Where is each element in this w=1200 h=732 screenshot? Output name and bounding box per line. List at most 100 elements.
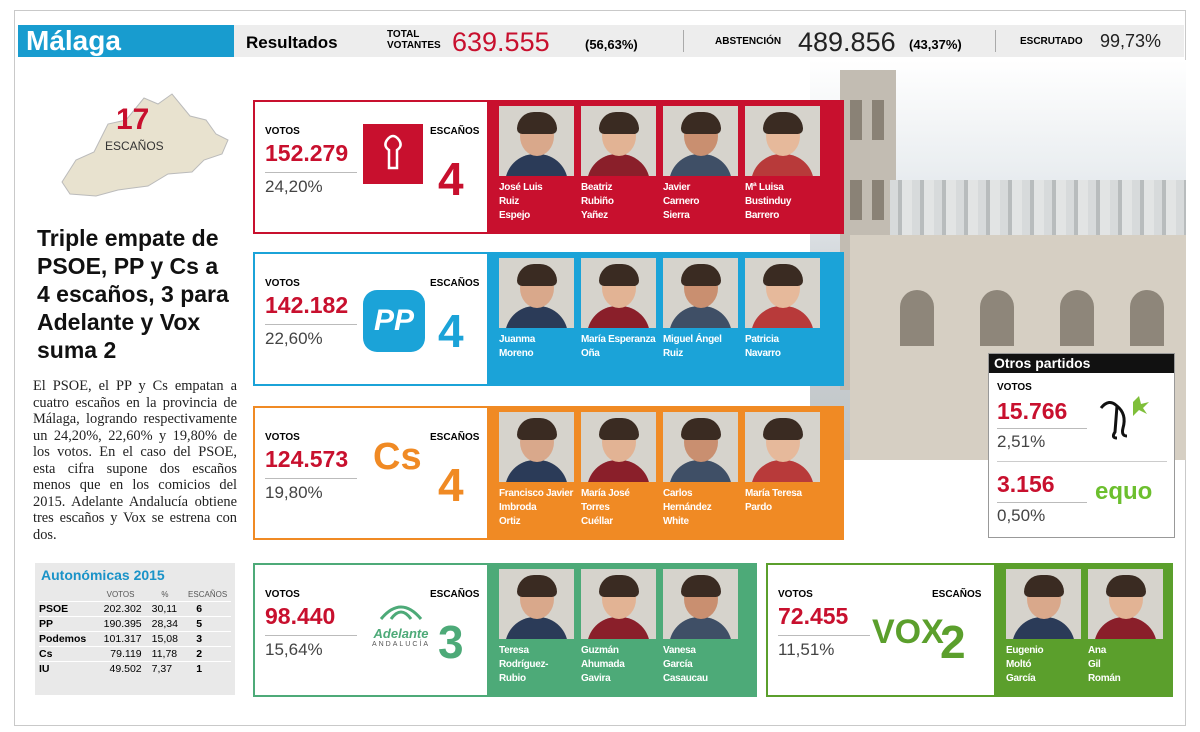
candidate: Carlos Hernández White — [663, 412, 738, 529]
total-voters-label: TOTAL VOTANTES — [387, 29, 441, 51]
equo-logo: equo — [1095, 478, 1153, 505]
party-seats: 2 — [940, 616, 966, 668]
total-voters-pct: (56,63%) — [585, 37, 638, 52]
other-parties-panel: Otros partidos VOTOS 15.766 2,51% 3.156 … — [988, 353, 1175, 538]
candidate: Miguel Ángel Ruiz — [663, 258, 738, 361]
seats-label: ESCAÑOS — [932, 589, 982, 600]
adelante-logo: Adelante ANDALUCÍA — [361, 601, 441, 648]
candidate: Beatriz Rubiño Yañez — [581, 106, 656, 223]
candidate-photo — [1006, 569, 1081, 639]
table-row: PSOE 202.302 30,11 6 — [39, 600, 231, 616]
candidate-photo — [745, 258, 820, 328]
candidate-photo — [499, 106, 574, 176]
party-pct: 11,51% — [778, 640, 835, 659]
candidate-name: María Teresa Pardo — [745, 488, 802, 513]
equo-pct: 0,50% — [997, 506, 1046, 525]
scrutiny-label: ESCRUTADO — [1020, 36, 1083, 47]
votes-label: VOTOS — [997, 382, 1032, 393]
candidate-name: Teresa Rodríguez- Rubio — [499, 645, 549, 684]
candidate-name: Vanesa García Casaucau — [663, 645, 708, 684]
pp-logo: PP — [363, 290, 425, 352]
candidate-photo — [499, 569, 574, 639]
party-pct: 19,80% — [265, 483, 323, 502]
pacma-pct: 2,51% — [997, 432, 1046, 451]
party-seats: 4 — [438, 305, 464, 357]
candidate-photo — [663, 412, 738, 482]
party-pct: 24,20% — [265, 177, 323, 196]
seats-label: ESCAÑOS — [430, 589, 480, 600]
headline: Triple empate de PSOE, PP y Cs a 4 escañ… — [37, 225, 229, 363]
candidate-name: Patricia Navarro — [745, 334, 781, 359]
seats-label: ESCAÑOS — [430, 432, 480, 443]
table-row: IU 49.502 7,37 1 — [39, 660, 231, 676]
divider — [995, 30, 996, 52]
candidate-name: José Luis Ruiz Espejo — [499, 182, 543, 221]
candidate-photo — [499, 412, 574, 482]
total-seats-label: ESCAÑOS — [105, 139, 164, 153]
candidate-name: Eugenio Moltó García — [1006, 645, 1044, 684]
votes-label: VOTOS — [265, 589, 300, 600]
vox-candidates: Eugenio Moltó García Ana Gil Román — [996, 563, 1173, 697]
autonomicas-2015-table: Autonómicas 2015 VOTOS% ESCAÑOS PSOE 202.3… — [35, 563, 235, 695]
candidate-photo — [663, 106, 738, 176]
col-pct: % — [161, 590, 169, 600]
party-box-adelante: VOTOS 98.440 15,64% ESCAÑOS 3 Adelante AND… — [253, 563, 489, 697]
votes-label: VOTOS — [265, 126, 300, 137]
col-votes: VOTOS — [106, 590, 135, 600]
seats-label: ESCAÑOS — [430, 278, 480, 289]
party-seats: 4 — [438, 459, 464, 511]
candidate: María José Torres Cuéllar — [581, 412, 656, 529]
cs-logo: Cs — [373, 436, 422, 478]
malaga-province-map — [61, 93, 229, 197]
candidate: Ana Gil Román — [1088, 569, 1163, 686]
candidate: Juanma Moreno — [499, 258, 574, 361]
article-body: El PSOE, el PP y Cs empatan a cuatro esc… — [33, 378, 237, 543]
party-votes: 142.182 — [265, 292, 349, 318]
candidate-name: Mª Luisa Bustinduy Barrero — [745, 182, 792, 221]
candidate-name: Carlos Hernández White — [663, 488, 712, 527]
scrutiny-value: 99,73% — [1100, 31, 1162, 51]
cs-candidates: Francisco Javier Imbroda Ortiz María José To… — [489, 406, 844, 540]
candidate-photo — [499, 258, 574, 328]
adelante-arc-icon — [379, 605, 423, 620]
party-votes: 152.279 — [265, 140, 349, 166]
candidate: Javier Carnero Sierra — [663, 106, 738, 223]
candidate-photo — [581, 569, 656, 639]
party-box-cs: VOTOS 124.573 19,80% ESCAÑOS 4 Cs — [253, 406, 489, 540]
candidate-name: Miguel Ángel Ruiz — [663, 334, 722, 359]
equo-votes: 3.156 — [997, 471, 1055, 497]
candidate-name: Juanma Moreno — [499, 334, 535, 359]
seats-label: ESCAÑOS — [430, 126, 480, 137]
other-parties-title: Otros partidos — [989, 354, 1174, 373]
votes-label: VOTOS — [265, 278, 300, 289]
psoe-candidates: José Luis Ruiz Espejo Beatriz Rubiño Yañez Jav… — [489, 100, 844, 234]
table-row: PP 190.395 28,34 5 — [39, 615, 231, 631]
divider — [683, 30, 684, 52]
votes-label: VOTOS — [778, 589, 813, 600]
party-box-psoe: VOTOS 152.279 24,20% ESCAÑOS 4 — [253, 100, 489, 234]
party-pct: 22,60% — [265, 329, 323, 348]
candidate: Teresa Rodríguez- Rubio — [499, 569, 574, 686]
candidate-photo — [745, 412, 820, 482]
pacma-logo-icon — [1099, 396, 1149, 440]
total-seats: 17 — [116, 103, 150, 136]
candidate-photo — [581, 258, 656, 328]
candidate-photo — [663, 569, 738, 639]
col-seats: ESCAÑOS — [188, 590, 228, 600]
results-label: Resultados — [246, 33, 338, 52]
party-seats: 3 — [438, 616, 464, 668]
party-votes: 72.455 — [778, 603, 849, 629]
pp-candidates: Juanma Moreno María Esperanza Oña Miguel Áng… — [489, 252, 844, 386]
abstention-pct: (43,37%) — [909, 37, 962, 52]
adelante-candidates: Teresa Rodríguez- Rubio Guzmán Ahumada Gavira… — [489, 563, 757, 697]
table-row: Podemos 101.317 15,08 3 — [39, 630, 231, 646]
candidate-name: Javier Carnero Sierra — [663, 182, 700, 221]
candidate-photo — [1088, 569, 1163, 639]
party-box-pp: VOTOS 142.182 22,60% ESCAÑOS 4 PP — [253, 252, 489, 386]
candidate-photo — [581, 412, 656, 482]
candidate-name: María José Torres Cuéllar — [581, 488, 630, 527]
candidate: Francisco Javier Imbroda Ortiz — [499, 412, 574, 529]
candidate: Mª Luisa Bustinduy Barrero — [745, 106, 820, 223]
table-row: Cs 79.119 11,78 2 — [39, 645, 231, 661]
abstention-value: 489.856 — [798, 27, 896, 57]
